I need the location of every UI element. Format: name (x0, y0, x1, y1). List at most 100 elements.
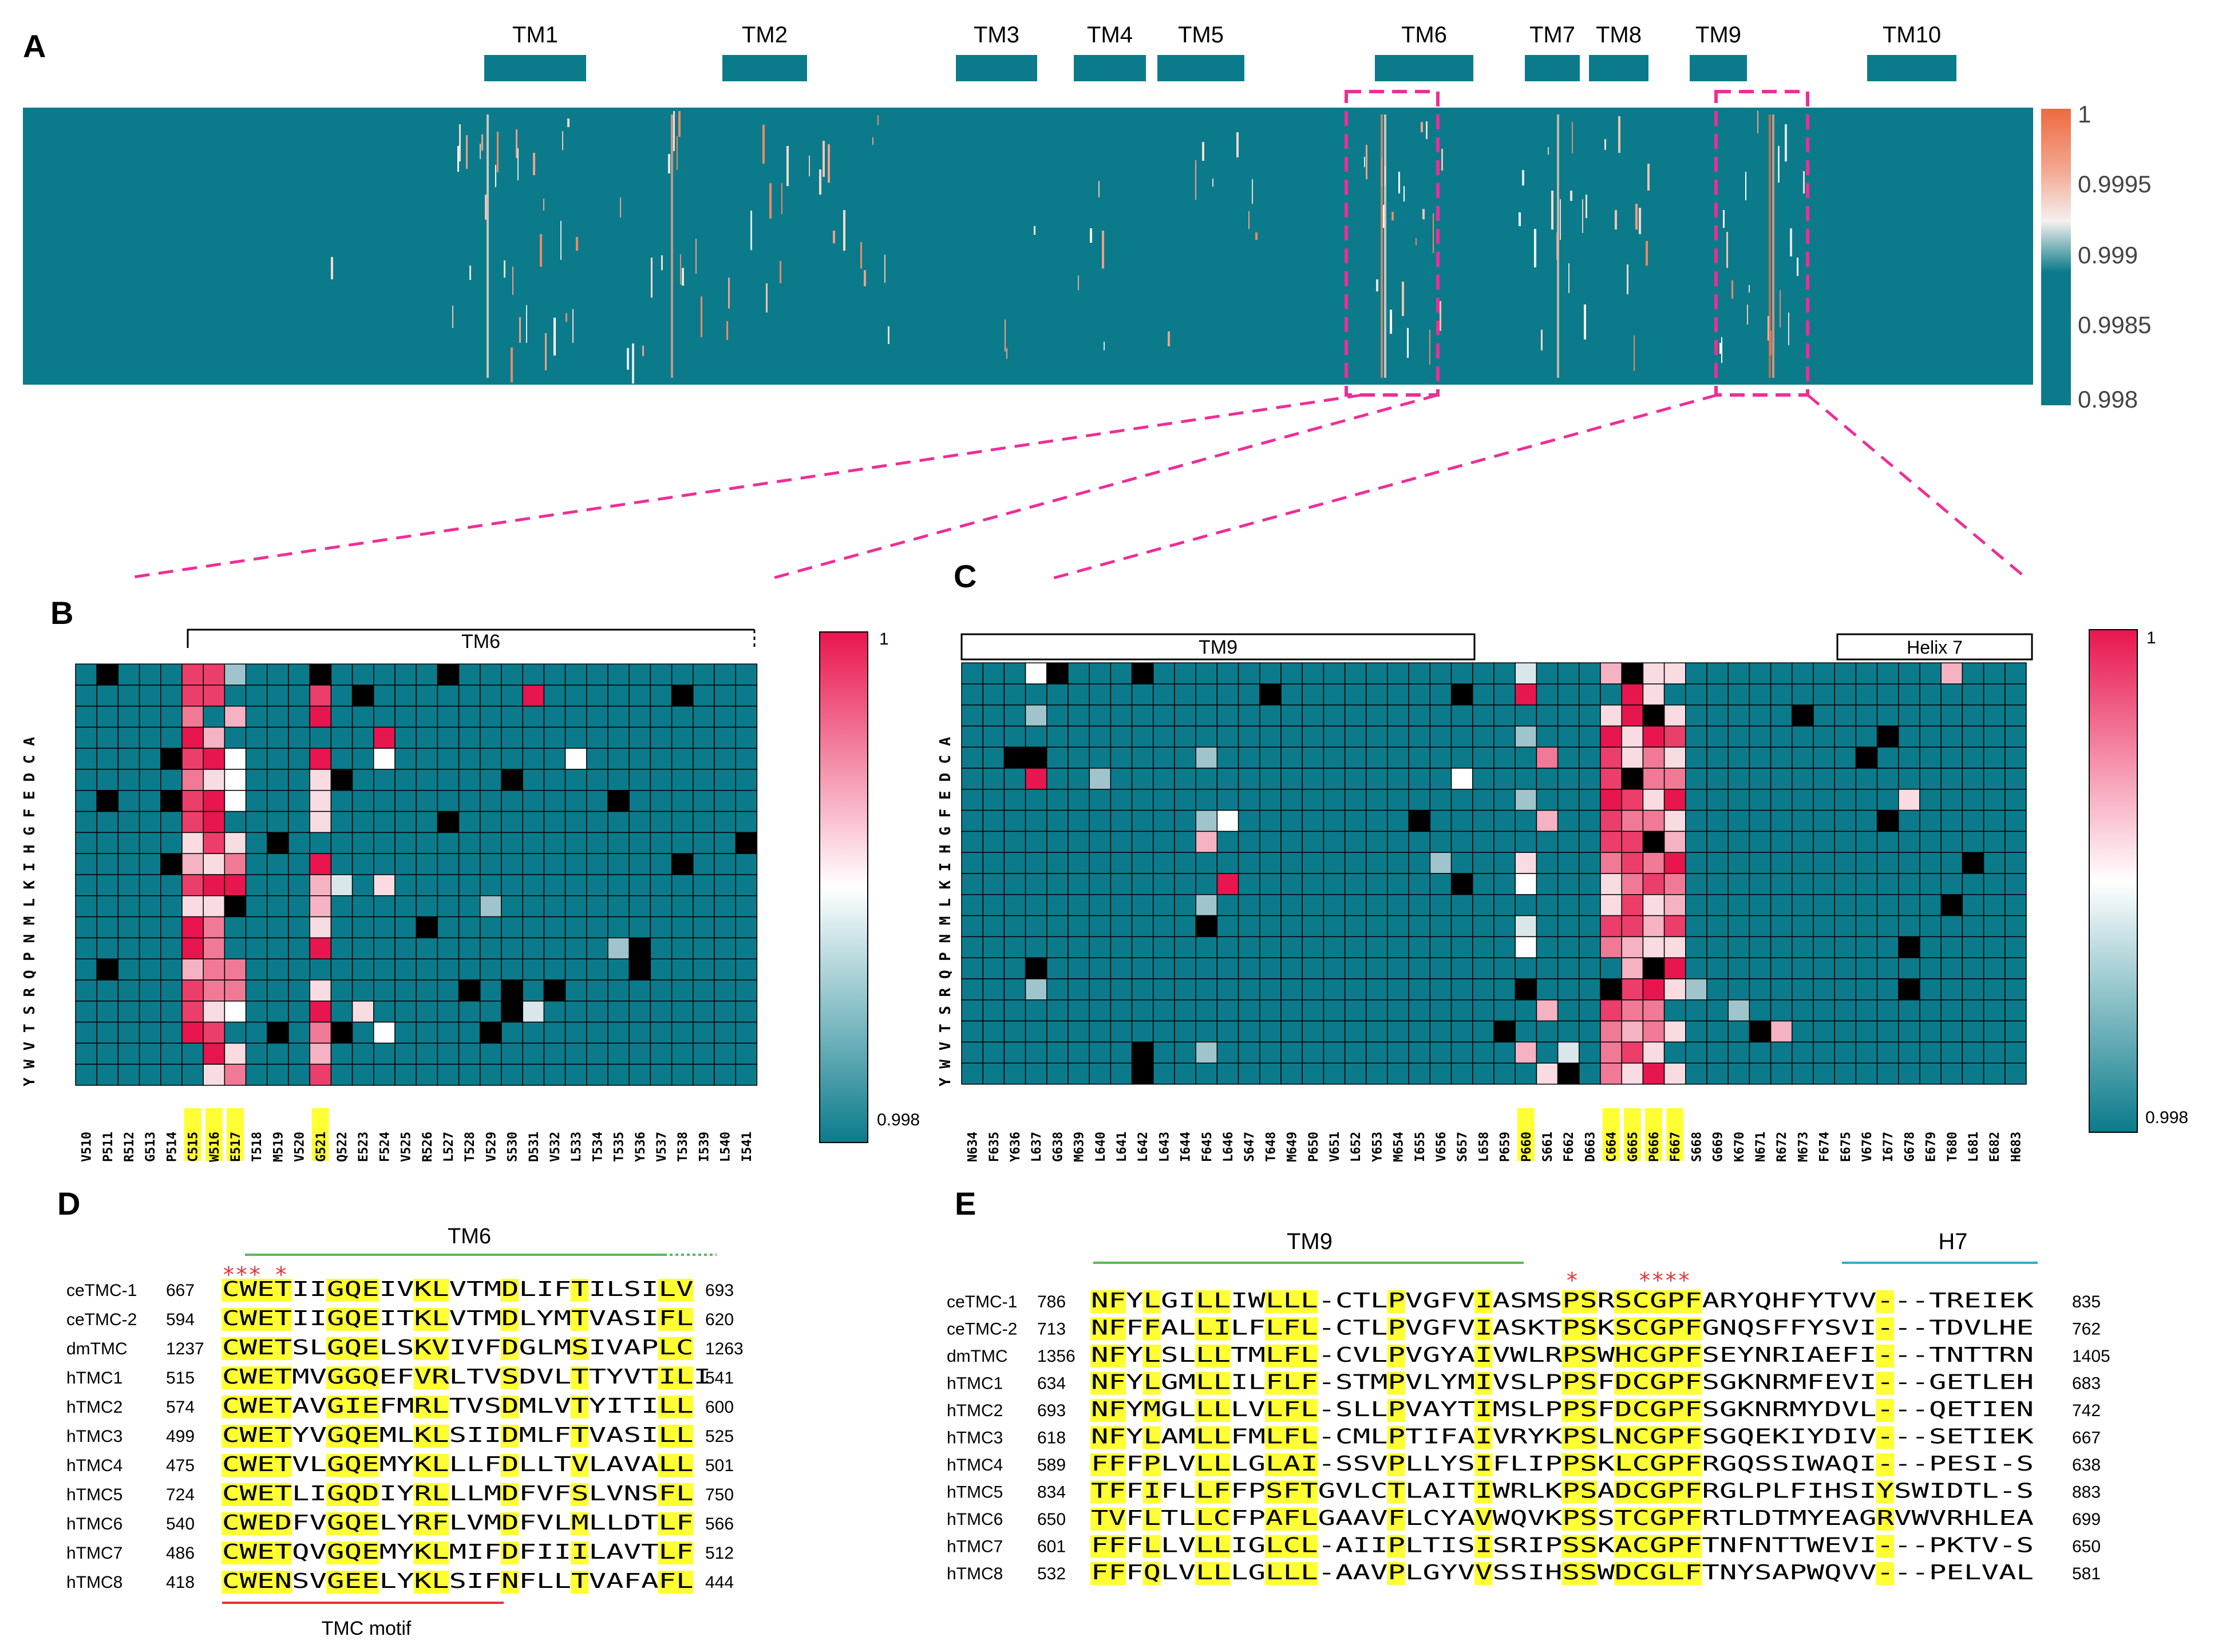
b-cell-29-9 (693, 853, 715, 875)
e-hl-7-10 (1265, 1480, 1283, 1504)
c-cell-38-6 (1770, 789, 1793, 811)
c-cell-13-14 (1238, 957, 1260, 979)
d-hl-5-7 (343, 1425, 362, 1448)
c-cell-7-15 (1110, 978, 1133, 1001)
c-cell-1-5 (982, 768, 1005, 790)
c-cell-9-6 (1153, 789, 1175, 811)
e-hl-6-6 (1195, 1453, 1213, 1476)
b-cell-16-14 (416, 958, 438, 981)
c-cell-6-9 (1089, 852, 1112, 874)
c-col-label-1: F635 (987, 1132, 1002, 1162)
c-cell-28-7 (1557, 809, 1580, 832)
c-cell-12-6 (1216, 789, 1239, 811)
e-hl-0-22 (1474, 1290, 1493, 1313)
c-cell-21-7 (1408, 809, 1431, 832)
c-cell-15-17 (1280, 1020, 1303, 1043)
c-cell-35-16 (1706, 999, 1729, 1022)
c-cell-8-15 (1131, 978, 1154, 1001)
b-cell-11-12 (309, 916, 332, 939)
e-hl-3-34 (1684, 1372, 1702, 1395)
c-cell-3-19 (1025, 1062, 1047, 1085)
b-col-label-16: R526 (421, 1132, 435, 1162)
c-cell-21-19 (1408, 1062, 1431, 1085)
c-col-label-15: M649 (1286, 1132, 1300, 1162)
b-cell-11-10 (309, 874, 332, 896)
b-cell-30-19 (714, 1064, 736, 1086)
b-cell-19-16 (480, 1001, 502, 1023)
e-seq-6: FFFPLVLLLGLAI-SSVPLLYSIFLIPPSKLCGPFRGQSS… (1091, 1452, 2034, 1476)
c-cell-20-10 (1387, 873, 1409, 895)
c-cell-24-6 (1472, 789, 1495, 811)
c-cell-43-4 (1876, 746, 1899, 769)
b-cell-15-18 (394, 1042, 417, 1065)
b-cell-8-8 (245, 832, 268, 854)
c-cell-37-3 (1749, 725, 1772, 748)
c-cell-36-2 (1727, 704, 1750, 727)
b-cell-11-15 (309, 979, 332, 1002)
c-cell-49-8 (2005, 831, 2027, 853)
b-cell-6-2 (203, 705, 226, 728)
e-hl-6-0 (1090, 1453, 1109, 1476)
c-cell-1-2 (982, 704, 1005, 727)
e-hl-4-27 (1561, 1399, 1580, 1422)
d-hl-10-2 (256, 1571, 275, 1594)
heat-stripe-54 (828, 144, 830, 183)
c-cell-23-11 (1450, 894, 1473, 916)
heat-stripe-112 (1586, 195, 1587, 218)
c-cell-34-1 (1685, 683, 1707, 706)
c-cell-16-11 (1302, 894, 1325, 916)
heat-stripe-10 (504, 260, 505, 278)
c-cell-49-9 (2005, 852, 2027, 874)
heat-stripe-108 (1570, 191, 1572, 201)
b-cell-28-8 (671, 832, 694, 854)
c-cell-12-13 (1216, 936, 1239, 958)
c-cell-33-13 (1663, 936, 1686, 958)
c-cell-32-12 (1642, 915, 1665, 938)
c-cell-41-6 (1834, 789, 1857, 811)
heat-stripe-76 (1248, 211, 1250, 229)
b-cell-12-13 (330, 937, 353, 959)
heat-stripe-5 (480, 144, 481, 159)
c-col-label-12: L646 (1221, 1132, 1236, 1162)
e-hl-4-6 (1195, 1399, 1213, 1422)
c-cell-42-18 (1855, 1041, 1878, 1064)
c-cell-10-0 (1174, 662, 1196, 685)
c-cell-30-14 (1600, 957, 1622, 979)
b-cell-1-12 (96, 916, 119, 939)
e-hl-1-7 (1212, 1317, 1231, 1341)
d-end-3: 541 (705, 1369, 734, 1388)
c-cell-25-11 (1493, 894, 1516, 916)
b-col-label-30: L540 (719, 1132, 733, 1162)
c-cell-22-8 (1429, 831, 1452, 853)
c-cell-43-16 (1876, 999, 1899, 1022)
c-col-label-34: S668 (1690, 1132, 1704, 1162)
c-col-label-3: L637 (1030, 1132, 1044, 1162)
b-cell-29-15 (693, 979, 715, 1002)
b-cell-10-11 (288, 895, 310, 918)
b-cell-17-0 (437, 663, 460, 686)
b-cell-26-1 (628, 685, 651, 707)
c-cell-49-10 (2005, 873, 2027, 895)
c-cell-19-11 (1366, 894, 1388, 916)
b-col-label-11: G521 (314, 1132, 329, 1162)
c-cell-0-2 (961, 704, 983, 727)
e-hl-2-7 (1212, 1345, 1231, 1368)
b-cell-3-2 (139, 705, 161, 728)
c-cell-17-11 (1323, 894, 1346, 916)
b-cell-13-17 (351, 1021, 374, 1044)
c-cell-26-14 (1515, 957, 1537, 979)
c-cell-32-2 (1642, 704, 1665, 727)
e-hl-4-7 (1212, 1399, 1231, 1422)
e-hl-10-10 (1265, 1562, 1283, 1585)
b-cell-24-17 (586, 1021, 608, 1044)
d-hl-10-26 (675, 1571, 694, 1594)
c-cell-10-18 (1174, 1041, 1196, 1064)
b-cell-10-14 (288, 958, 310, 981)
e-hl-1-0 (1090, 1317, 1109, 1341)
c-cell-40-5 (1813, 768, 1835, 790)
c-cell-47-8 (1962, 831, 1984, 853)
b-cell-20-10 (501, 874, 523, 896)
c-cell-38-1 (1770, 683, 1793, 706)
b-cell-31-8 (735, 832, 758, 854)
c-cell-8-18 (1131, 1041, 1154, 1064)
